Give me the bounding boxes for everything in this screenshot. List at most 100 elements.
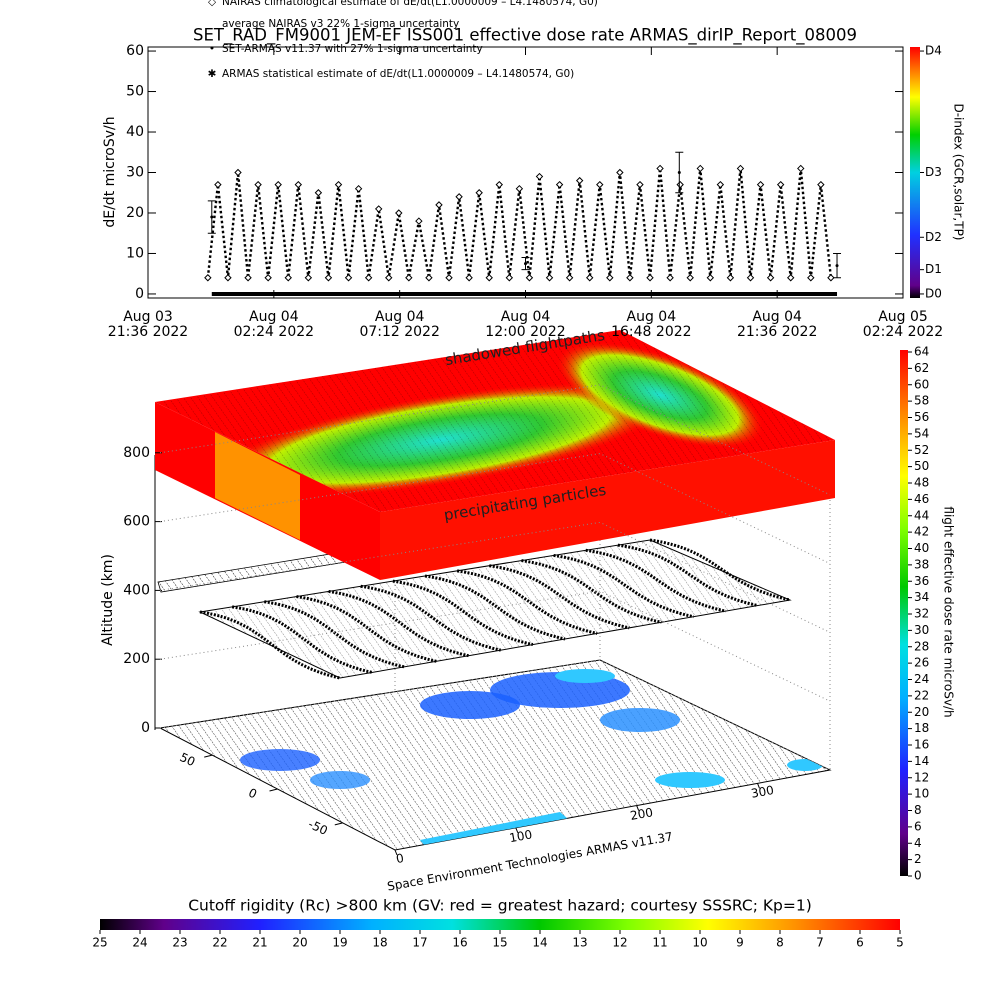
point	[776, 180, 785, 189]
legend-label: average NAIRAS v3 22% 1-sigma uncertaint…	[222, 18, 459, 30]
point	[344, 274, 353, 282]
colorbar-tick-label: 26	[914, 656, 929, 670]
colorbar-tick-label: D3	[925, 165, 942, 179]
point	[787, 274, 795, 282]
flightpath-curve	[360, 584, 502, 652]
point	[797, 164, 805, 173]
point	[736, 164, 745, 173]
ground-map	[158, 659, 832, 851]
slab-tracks	[155, 330, 835, 512]
colorbar-tick-label: 25	[92, 936, 107, 950]
legend-label: ARMAS statistical estimate of dE/dt(L1.0…	[222, 68, 574, 80]
point	[807, 274, 815, 282]
flightpath-curve	[328, 589, 469, 658]
point	[224, 274, 232, 282]
flightpath-curve	[489, 564, 630, 630]
grid-line	[159, 453, 831, 565]
point	[364, 274, 373, 282]
x-tick-label: Aug 04 07:12 2022	[359, 309, 439, 340]
point	[596, 180, 604, 189]
y-tick-label: 40	[126, 124, 144, 140]
point	[254, 180, 262, 189]
colorbar-title: flight effective dose rate microSv/h	[942, 506, 956, 717]
legend-marker: ◇	[208, 0, 217, 8]
colorbar-tick-label: 0	[914, 869, 922, 883]
flightpath-curve	[392, 579, 534, 647]
flightpath-curve	[521, 559, 662, 624]
colorbar-tick-label: 62	[914, 361, 929, 375]
colorbar-tick-label: 44	[914, 508, 929, 522]
chart-title: SET_RAD_FM9001 JEM-EF ISS001 effective d…	[193, 26, 857, 46]
colorbar-tick-label: 5	[896, 936, 904, 950]
z-tick-label: 200	[123, 651, 150, 667]
point	[284, 274, 292, 282]
z-axis-title: Altitude (km)	[100, 554, 116, 646]
colorbar-tick-label: 21	[252, 936, 267, 950]
lon-tick	[394, 849, 398, 856]
point	[827, 274, 835, 282]
colorbar-tick-label: 23	[172, 936, 187, 950]
point	[485, 274, 493, 282]
colorbar-tick-label: 4	[914, 836, 922, 850]
land	[600, 708, 680, 732]
colorbar-tick-label: 46	[914, 492, 929, 506]
grid-line	[159, 521, 831, 633]
point	[646, 274, 654, 282]
lon-tick	[636, 805, 640, 811]
colorbar-tick-label: 6	[914, 819, 922, 833]
colorbar-tick-label: D2	[925, 230, 942, 244]
d-index-colorbar	[910, 47, 920, 298]
colorbar-tick-label: D0	[925, 286, 942, 300]
land	[420, 691, 520, 719]
point	[575, 176, 584, 185]
colorbar-tick-label: 60	[914, 377, 929, 391]
land	[555, 669, 615, 683]
point	[415, 217, 423, 225]
colorbar-tick-label: 36	[914, 574, 929, 588]
y-axis-title: dE/dt microSv/h	[102, 116, 118, 227]
colorbar-tick-label: 22	[914, 688, 929, 702]
legend-marker: •	[209, 43, 215, 55]
point	[374, 205, 383, 213]
x-tick-label: Aug 04 21:36 2022	[737, 309, 817, 340]
point	[214, 180, 222, 189]
flightpath-curve	[231, 605, 373, 674]
colorbar-tick-label: 16	[914, 738, 929, 752]
slab-side	[380, 440, 835, 580]
point	[405, 274, 413, 282]
colorbar-tick-label: 6	[856, 936, 864, 950]
colorbar-tick-label: 18	[372, 936, 387, 950]
colorbar-tick-label: 18	[914, 721, 929, 735]
y-tick-label: 20	[126, 205, 144, 221]
point	[666, 274, 674, 282]
point	[817, 180, 825, 189]
colorbar-tick-label: D1	[925, 262, 942, 276]
slab-field	[155, 330, 835, 512]
point	[234, 168, 242, 177]
slab-side-band	[215, 432, 300, 540]
colorbar-tick-label: 14	[532, 936, 547, 950]
point	[324, 274, 333, 282]
flightpath-curve	[585, 548, 727, 613]
y-tick-label: 30	[126, 165, 144, 181]
point	[706, 274, 715, 282]
x-tick-label: Aug 04 02:24 2022	[234, 309, 314, 340]
legend-marker: ✱	[208, 68, 217, 80]
flight-tracks	[160, 660, 830, 850]
x-tick-label: Aug 04 12:00 2022	[485, 309, 565, 340]
land	[787, 759, 823, 771]
point	[425, 274, 433, 282]
colorbar-tick-label: 8	[914, 803, 922, 817]
grid-line	[159, 659, 831, 771]
colorbar-tick-label: 19	[332, 936, 347, 950]
point	[264, 274, 272, 282]
legend-label: SET-ARMAS v11.37 with 27% 1-sigma uncert…	[222, 43, 483, 55]
flightpath-curve	[456, 569, 598, 635]
point	[274, 180, 282, 189]
colorbar-tick-label: 12	[914, 770, 929, 784]
point	[465, 274, 473, 282]
lat-tick-label: 50	[178, 750, 198, 769]
point	[716, 180, 725, 189]
colorbar-tick-label: 42	[914, 525, 929, 539]
colorbar-tick-label: 54	[914, 426, 929, 440]
